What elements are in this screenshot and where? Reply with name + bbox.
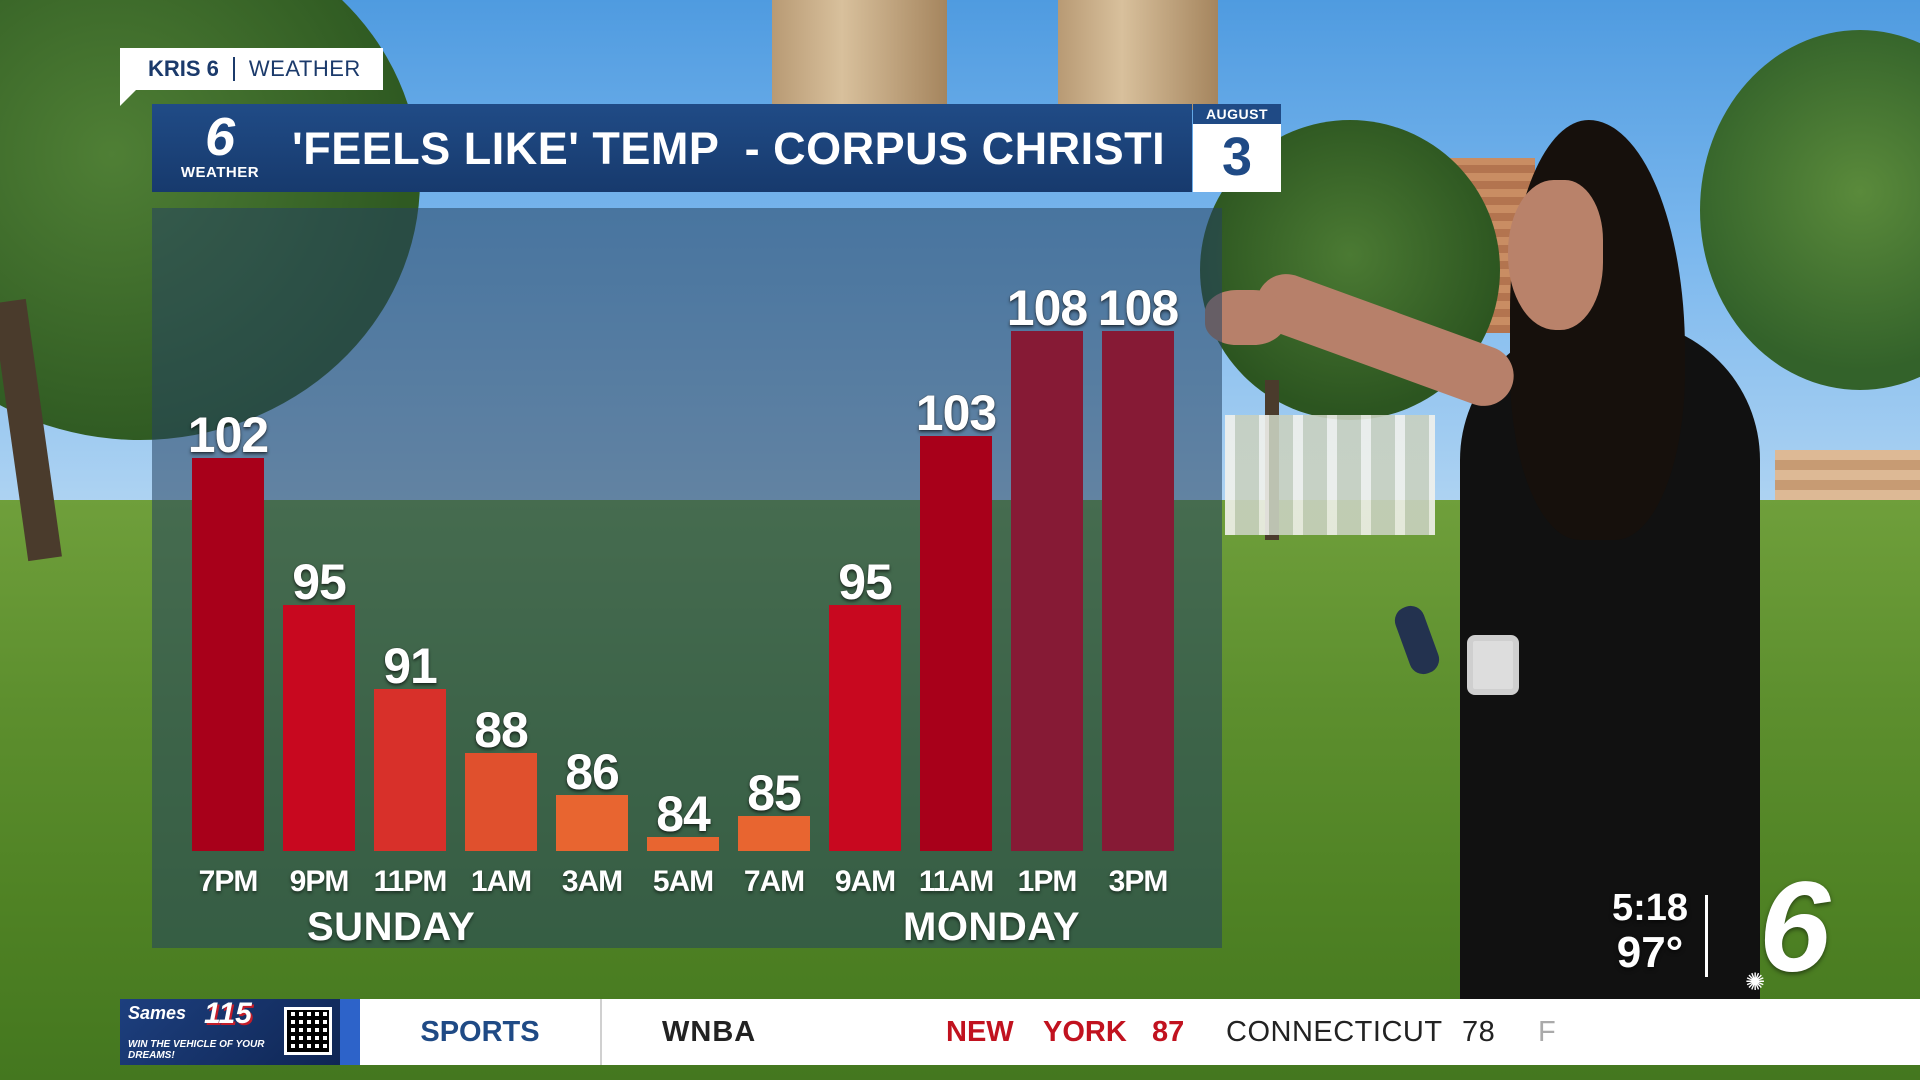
bar-value-label: 85 [747,764,802,821]
bar-value-label: 88 [474,701,529,758]
bar-7pm [192,457,264,851]
watch-icon [1467,635,1519,695]
ticker-team2-score: 78 [1462,1016,1496,1048]
ticker-status: F [1538,1016,1556,1048]
x-tick-label: 3PM [1108,865,1169,898]
ticker-team1-word2: YORK [1043,1016,1127,1048]
date-box: AUGUST 3 [1193,104,1281,192]
bar-value-label: 108 [1097,280,1179,336]
x-tick-label: 5AM [652,865,714,898]
bar-value-label: 84 [656,786,711,842]
brand-station: KRIS 6 [120,57,235,81]
bar-1am [465,752,537,851]
x-tick-label: 7PM [198,865,259,898]
bar-value-label: 95 [838,554,893,611]
presenter-hair [1510,120,1685,540]
current-temp: 97° [1616,928,1684,977]
bar-11pm [374,689,446,851]
x-tick-label: 11AM [918,865,994,898]
x-tick-label: 11PM [373,865,448,898]
bar-1pm [1011,331,1083,851]
x-tick-label: 9PM [289,865,350,898]
bar-value-label: 102 [187,406,269,463]
x-tick-label: 9AM [834,865,896,898]
ad-tagline: WIN THE VEHICLE OF YOUR DREAMS! [128,1039,265,1061]
building [1058,0,1218,110]
x-tick-label: 1PM [1017,865,1078,898]
logo-text: WEATHER [180,164,260,181]
day-label-sunday: SUNDAY [307,905,476,949]
current-time: 5:18 [1611,887,1689,929]
logo-number: 6 [204,107,236,167]
pavilion [1225,415,1435,535]
brand-section: WEATHER [248,56,361,81]
bar-value-label: 95 [292,554,347,611]
bar-value-label: 86 [565,743,620,800]
bar-value-label: 108 [1006,280,1088,336]
page-title: 'FEELS LIKE' TEMP - CORPUS CHRISTI [292,123,1166,174]
ad-number: 115 [204,999,252,1030]
day-label-monday: MONDAY [903,905,1081,949]
sponsor-ad: Sames 115 WIN THE VEHICLE OF YOUR DREAMS… [120,999,340,1065]
bar-value-label: 103 [915,385,997,442]
qr-code-icon [284,1007,332,1055]
x-tick-label: 1AM [470,865,532,898]
bar-9pm [283,605,355,851]
bar-11am [920,436,992,851]
clock: 5:18 97° [1590,888,1710,978]
tag-notch [120,90,136,106]
ticker-team1-score: 87 [1152,1016,1185,1048]
ad-brand: Sames [128,1003,187,1023]
feels-like-chart: 102 7PM 95 9PM 91 11PM 88 1AM 86 3AM 84 5AM 85 7AM 95 9… [152,208,1222,949]
date-month: AUGUST [1193,104,1281,124]
building [772,0,947,120]
ticker-category: SPORTS [360,999,602,1065]
station-logo: 6 ✺ [1745,856,1855,999]
ticker-team1-word1: NEW [946,1016,1014,1048]
bar-5am [647,837,719,851]
bar-3pm [1102,331,1174,851]
news-ticker: Sames 115 WIN THE VEHICLE OF YOUR DREAMS… [120,999,1920,1065]
presenter-face [1508,180,1603,330]
bar-3am [556,794,628,851]
ticker-team2: CONNECTICUT [1226,1016,1443,1048]
x-tick-label: 7AM [743,865,805,898]
weather-logo: 6 WEATHER [170,110,270,188]
date-day: 3 [1221,127,1253,187]
bar-value-label: 91 [383,638,438,695]
ticker-accent [340,999,360,1065]
title-bar: 6 WEATHER 'FEELS LIKE' TEMP - CORPUS CHR… [152,104,1192,192]
brand-tag: KRIS 6 WEATHER [120,48,383,106]
presenter [1205,120,1800,1020]
x-tick-label: 3AM [561,865,623,898]
station-logo-number: 6 [1759,856,1831,999]
bar-7am [738,815,810,851]
corner-divider [1705,895,1708,977]
bar-9am [829,605,901,851]
ticker-league: WNBA [662,1016,757,1048]
peacock-icon: ✺ [1745,969,1766,996]
